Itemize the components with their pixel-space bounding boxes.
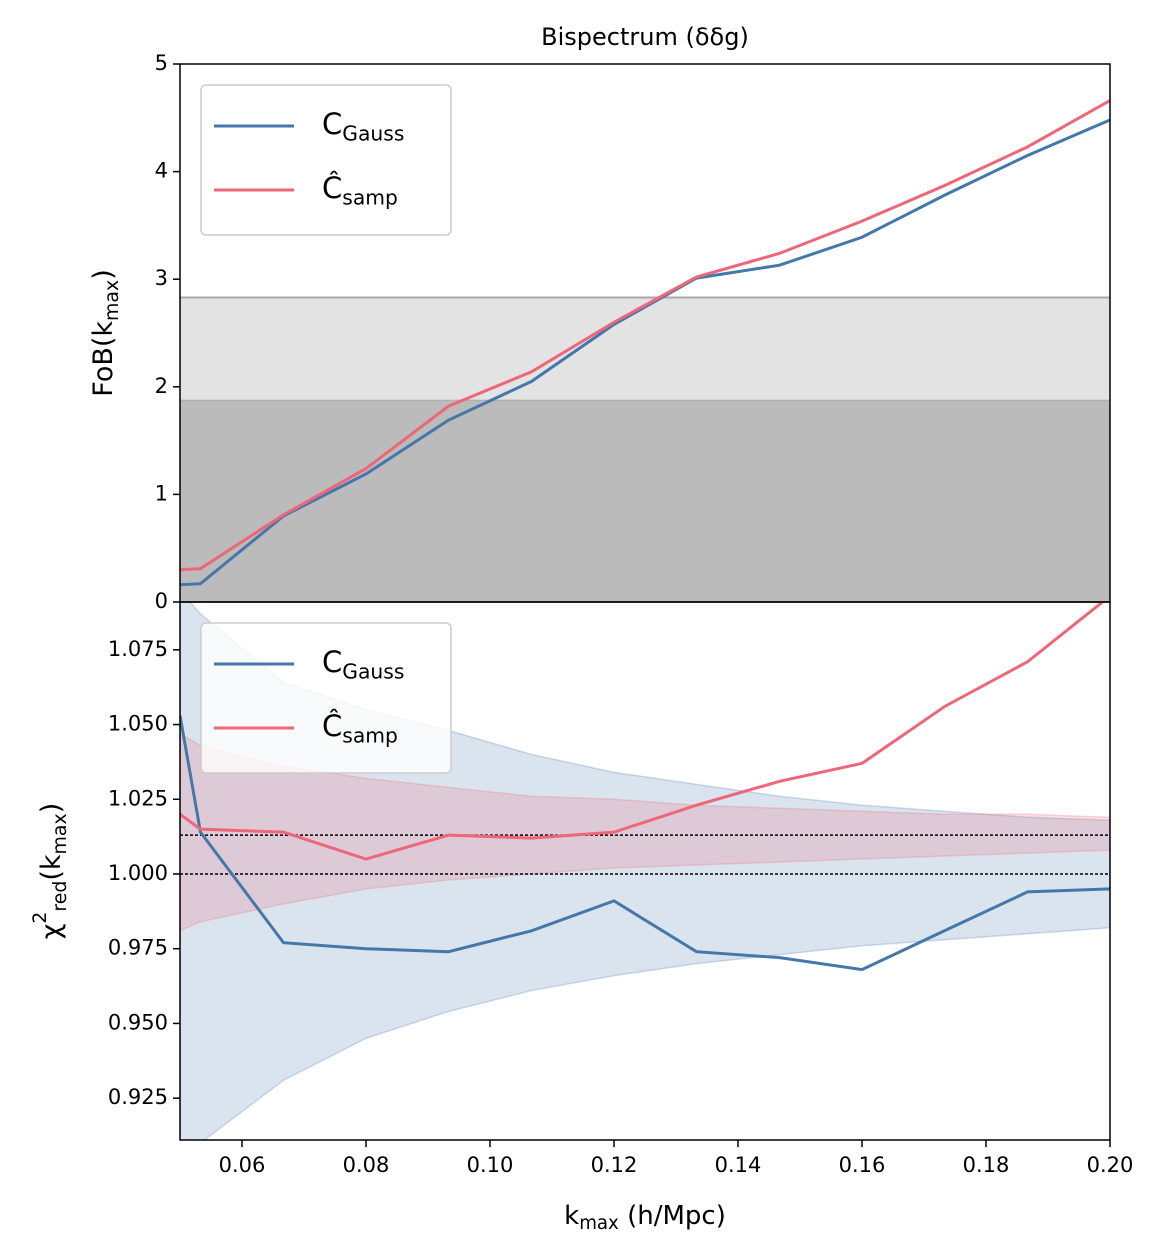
y-tick-label: 0 [155,589,168,613]
y-axis-label: χ2red(kmax) [28,803,70,940]
y-tick-label: 1 [155,481,168,505]
y-tick-label: 1.075 [108,637,168,661]
legend-label: Ĉsamp [322,709,398,747]
legend-label: CGauss [322,645,404,683]
legend-box [200,622,452,774]
x-tick-label: 0.16 [839,1153,886,1177]
x-tick-label: 0.10 [467,1153,514,1177]
legend-label: Ĉsamp [322,171,398,209]
axes-frame [179,601,1111,1141]
span [180,399,1110,602]
y-tick-label: 0.950 [108,1010,168,1034]
x-tick-label: 0.06 [219,1153,266,1177]
y-tick-label: 1.000 [108,861,168,885]
x-tick-label: 0.20 [1087,1153,1134,1177]
x-tick-label: 0.12 [591,1153,638,1177]
y-tick-label: 0.975 [108,936,168,960]
legend-box [200,84,452,236]
x-tick-label: 0.18 [963,1153,1010,1177]
y-tick-label: 0.925 [108,1085,168,1109]
y-tick-label: 4 [155,159,168,183]
chart-title: Bispectrum (δδg) [541,23,749,51]
x-tick-label: 0.08 [343,1153,390,1177]
y-tick-label: 1.050 [108,712,168,736]
series-line [180,99,1110,572]
series-line [180,602,1105,861]
series-line [180,715,1110,972]
plot-area [180,99,1110,602]
y-tick-label: 2 [155,374,168,398]
span [180,297,1110,400]
y-tick-label: 3 [155,266,168,290]
band [180,732,1110,932]
legend-label: CGauss [322,107,404,145]
x-tick-label: 0.14 [715,1153,762,1177]
x-axis-label: kmax (h/Mpc) [564,1201,726,1234]
y-tick-label: 1.025 [108,786,168,810]
y-tick-label: 5 [155,51,168,75]
y-axis-label: FoB(kmax) [88,269,123,397]
